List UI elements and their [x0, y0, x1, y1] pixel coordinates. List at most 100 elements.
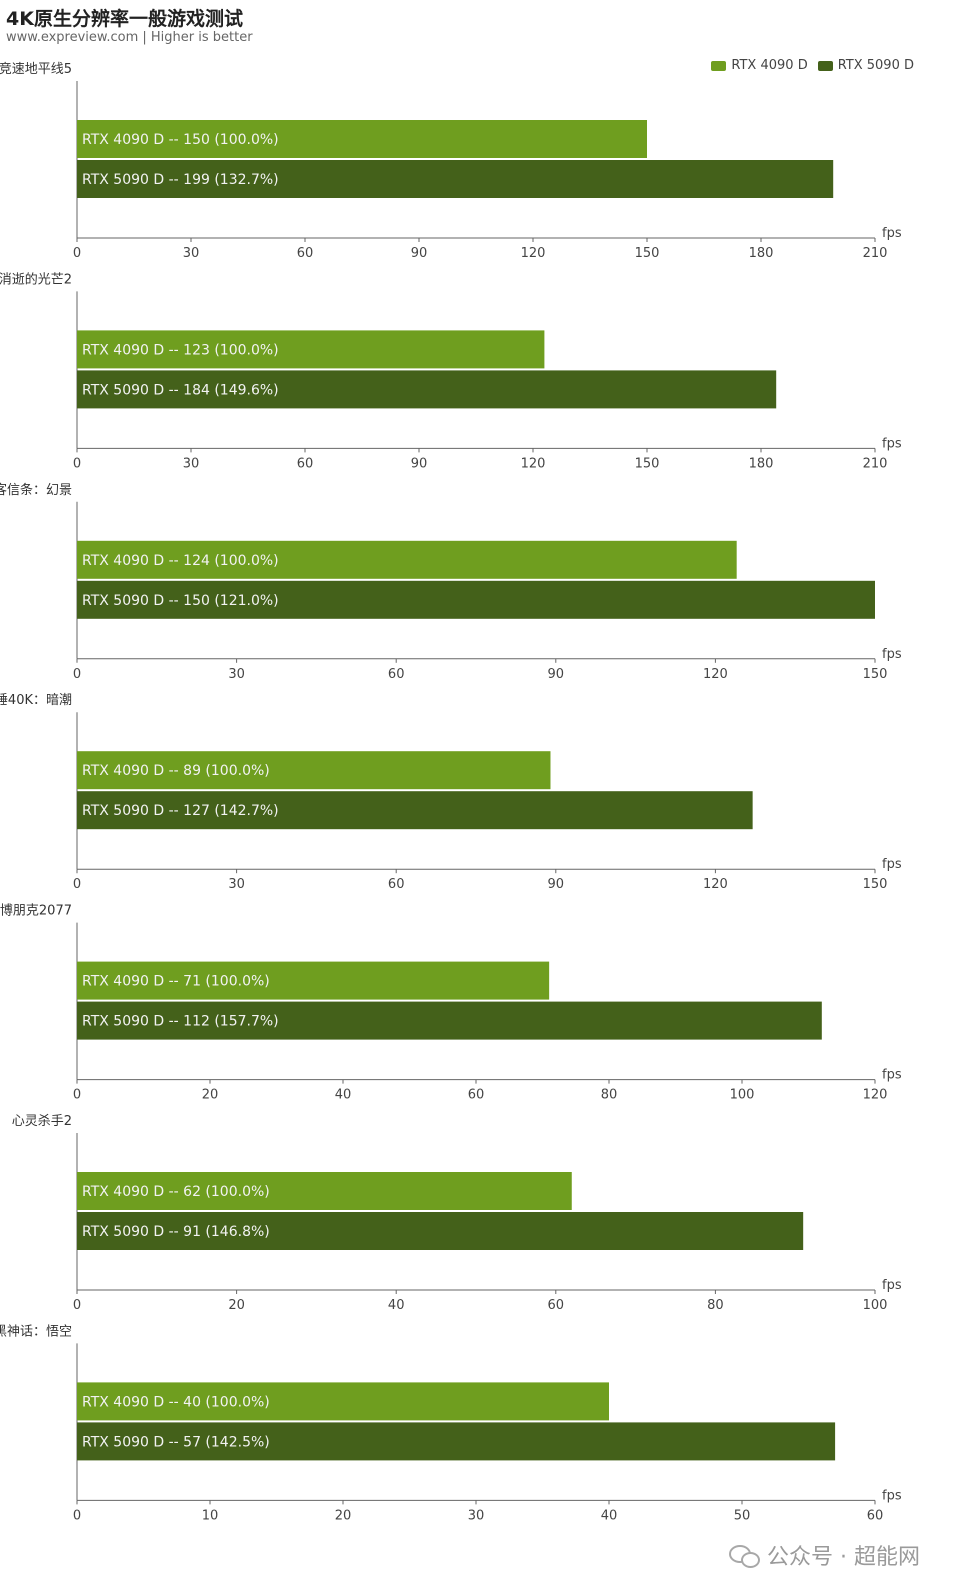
- x-tick-label: 10: [202, 1508, 219, 1523]
- x-tick-label: 150: [863, 667, 888, 682]
- x-tick-label: 20: [228, 1298, 245, 1313]
- x-tick-label: 120: [863, 1088, 888, 1103]
- panel-title: 消逝的光芒2: [0, 271, 72, 287]
- x-tick-label: 30: [228, 877, 245, 892]
- x-tick-label: 210: [863, 456, 888, 471]
- x-tick-label: 100: [730, 1088, 755, 1103]
- panel-title: 极限竞速地平线5: [0, 61, 72, 77]
- x-tick-label: 0: [73, 456, 81, 471]
- x-axis-unit-label: fps: [882, 436, 902, 451]
- bar-rtx-5090-d: [77, 580, 875, 619]
- x-tick-label: 90: [548, 667, 565, 682]
- x-axis-unit-label: fps: [882, 1068, 902, 1083]
- panel-title: 赛博朋克2077: [0, 903, 72, 919]
- x-tick-label: 60: [867, 1508, 884, 1523]
- panel-title: 黑神话：悟空: [0, 1324, 72, 1339]
- x-tick-label: 40: [601, 1508, 618, 1523]
- x-tick-label: 100: [863, 1298, 888, 1313]
- panel-title: 心灵杀手2: [12, 1114, 72, 1129]
- x-tick-label: 30: [183, 456, 200, 471]
- x-tick-label: 0: [73, 1088, 81, 1103]
- bar-data-label: RTX 5090 D -- 112 (157.7%): [82, 1014, 279, 1030]
- bar-rtx-4090-d: [77, 1382, 609, 1421]
- x-tick-label: 0: [73, 246, 81, 261]
- x-tick-label: 150: [635, 456, 660, 471]
- bar-rtx-4090-d: [77, 120, 647, 158]
- x-tick-label: 30: [468, 1508, 485, 1523]
- x-tick-label: 0: [73, 1298, 81, 1313]
- legend-label-rtx-5090-d: RTX 5090 D: [837, 58, 914, 73]
- x-tick-label: 0: [73, 1508, 81, 1523]
- bar-data-label: RTX 4090 D -- 124 (100.0%): [82, 553, 279, 569]
- x-tick-label: 60: [388, 667, 405, 682]
- x-tick-label: 120: [703, 667, 728, 682]
- watermark-text: 公众号 · 超能网: [767, 1545, 920, 1570]
- bar-rtx-5090-d: [77, 791, 753, 830]
- bar-rtx-4090-d: [77, 540, 737, 579]
- x-tick-label: 180: [749, 246, 774, 261]
- bar-rtx-5090-d: [77, 160, 834, 198]
- legend: RTX 4090 D RTX 5090 D: [711, 58, 914, 73]
- x-axis-unit-label: fps: [882, 1278, 902, 1293]
- bar-rtx-5090-d: [77, 1001, 822, 1040]
- bar-data-label: RTX 4090 D -- 71 (100.0%): [82, 974, 270, 990]
- panel-title: 刺客信条：幻景: [0, 482, 72, 498]
- x-tick-label: 30: [228, 667, 245, 682]
- bar-data-label: RTX 5090 D -- 57 (142.5%): [82, 1434, 270, 1450]
- x-tick-label: 210: [863, 246, 888, 261]
- bar-data-label: RTX 5090 D -- 199 (132.7%): [82, 172, 279, 188]
- x-tick-label: 180: [749, 456, 774, 471]
- bar-data-label: RTX 4090 D -- 40 (100.0%): [82, 1394, 270, 1410]
- x-tick-label: 90: [548, 877, 565, 892]
- legend-label-rtx-4090-d: RTX 4090 D: [731, 58, 808, 73]
- x-axis-unit-label: fps: [882, 857, 902, 872]
- x-axis-unit-label: fps: [882, 226, 902, 241]
- bar-rtx-4090-d: [77, 1172, 572, 1210]
- bar-rtx-4090-d: [77, 961, 550, 1000]
- watermark: 公众号 · 超能网: [729, 1539, 920, 1571]
- x-tick-label: 90: [411, 246, 428, 261]
- x-axis-unit-label: fps: [882, 647, 902, 662]
- x-tick-label: 80: [707, 1298, 724, 1313]
- wechat-icon: [729, 1543, 761, 1568]
- bar-rtx-5090-d: [77, 370, 777, 409]
- x-tick-label: 0: [73, 667, 81, 682]
- bar-rtx-4090-d: [77, 330, 545, 369]
- x-tick-label: 120: [521, 456, 546, 471]
- legend-swatch-rtx-5090-d: [817, 60, 833, 71]
- x-tick-label: 40: [388, 1298, 405, 1313]
- x-tick-label: 150: [635, 246, 660, 261]
- x-tick-label: 60: [297, 456, 314, 471]
- x-tick-label: 90: [411, 456, 428, 471]
- x-tick-label: 60: [388, 877, 405, 892]
- legend-item-rtx-5090-d: RTX 5090 D: [817, 58, 914, 73]
- x-tick-label: 0: [73, 877, 81, 892]
- chart-subtitle: www.expreview.com | Higher is better: [6, 30, 253, 45]
- x-tick-label: 30: [183, 246, 200, 261]
- bar-rtx-5090-d: [77, 1422, 836, 1461]
- bar-data-label: RTX 4090 D -- 62 (100.0%): [82, 1184, 270, 1200]
- bar-data-label: RTX 5090 D -- 184 (149.6%): [82, 382, 279, 398]
- bar-data-label: RTX 4090 D -- 150 (100.0%): [82, 132, 279, 148]
- legend-swatch-rtx-4090-d: [711, 60, 727, 71]
- x-tick-label: 60: [468, 1088, 485, 1103]
- bar-data-label: RTX 4090 D -- 89 (100.0%): [82, 763, 270, 779]
- bar-data-label: RTX 5090 D -- 150 (121.0%): [82, 593, 279, 609]
- bar-rtx-4090-d: [77, 751, 551, 790]
- bar-data-label: RTX 5090 D -- 127 (142.7%): [82, 803, 279, 819]
- x-tick-label: 60: [548, 1298, 565, 1313]
- x-tick-label: 60: [297, 246, 314, 261]
- x-tick-label: 40: [335, 1088, 352, 1103]
- bar-data-label: RTX 5090 D -- 91 (146.8%): [82, 1224, 270, 1240]
- chart-title: 4K原生分辨率一般游戏测试: [6, 8, 243, 30]
- x-tick-label: 120: [703, 877, 728, 892]
- x-axis-unit-label: fps: [882, 1488, 902, 1503]
- x-tick-label: 150: [863, 877, 888, 892]
- panel-title: 战锤40K：暗潮: [0, 693, 72, 708]
- bar-rtx-5090-d: [77, 1212, 804, 1250]
- x-tick-label: 80: [601, 1088, 618, 1103]
- legend-item-rtx-4090-d: RTX 4090 D: [711, 58, 808, 73]
- bar-data-label: RTX 4090 D -- 123 (100.0%): [82, 342, 279, 358]
- x-tick-label: 20: [202, 1088, 219, 1103]
